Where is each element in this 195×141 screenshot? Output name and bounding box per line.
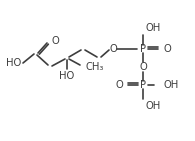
Text: P: P <box>140 80 146 90</box>
Text: HO: HO <box>59 71 75 81</box>
Text: O: O <box>115 80 123 90</box>
Text: O: O <box>109 44 117 54</box>
Text: CH₃: CH₃ <box>85 62 103 72</box>
Text: O: O <box>139 62 147 72</box>
Text: O: O <box>163 44 171 54</box>
Text: OH: OH <box>163 80 178 90</box>
Text: OH: OH <box>146 23 161 33</box>
Text: OH: OH <box>146 101 161 111</box>
Text: O: O <box>52 36 60 46</box>
Text: P: P <box>140 44 146 54</box>
Text: HO: HO <box>6 58 22 68</box>
